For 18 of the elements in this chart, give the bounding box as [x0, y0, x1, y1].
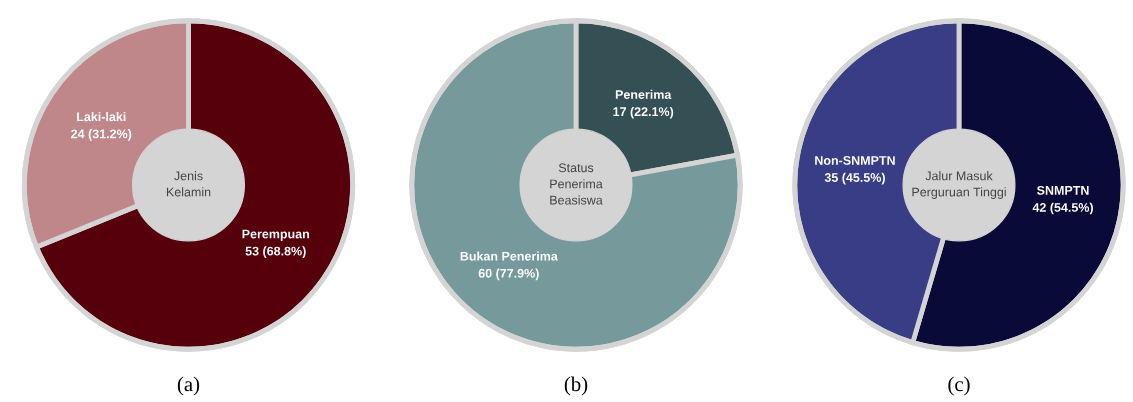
- text: Jalur Masuk Perguruan Tinggi: [912, 171, 1006, 199]
- data-label: 60 (77.9%): [478, 268, 539, 281]
- text: (b): [564, 376, 588, 396]
- slice-label: SNMPTN: [1037, 185, 1089, 195]
- data-label: 24 (31.2%): [71, 129, 132, 141]
- text: Status Penerima Beasiswa: [550, 163, 603, 205]
- slice-label: Perempuan: [242, 229, 310, 241]
- text: Jenis Kelamin: [166, 171, 211, 197]
- data-label: 42 (54.5%): [1032, 202, 1093, 215]
- slice-label: Bukan Penerima: [460, 251, 558, 261]
- slice-label: Penerima: [615, 89, 672, 99]
- data-label: 53 (68.8%): [245, 246, 306, 258]
- data-label: 17 (22.1%): [613, 106, 674, 119]
- data-label: 35 (45.5%): [824, 172, 885, 185]
- text: (c): [948, 376, 970, 396]
- slice-label: Laki-laki: [77, 112, 126, 122]
- text: (a): [177, 376, 200, 396]
- slice-label: Non-SNMPTN: [815, 156, 895, 165]
